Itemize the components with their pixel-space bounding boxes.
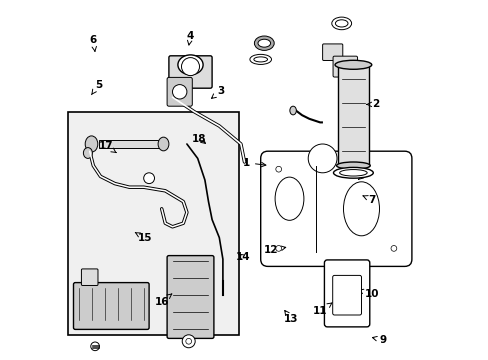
- FancyBboxPatch shape: [167, 256, 213, 338]
- FancyBboxPatch shape: [167, 77, 192, 106]
- Ellipse shape: [275, 177, 303, 220]
- Ellipse shape: [335, 20, 347, 27]
- Text: 15: 15: [135, 233, 152, 243]
- Circle shape: [181, 58, 199, 76]
- FancyBboxPatch shape: [168, 56, 212, 88]
- Ellipse shape: [158, 137, 168, 151]
- Circle shape: [275, 246, 281, 251]
- Ellipse shape: [289, 106, 296, 115]
- FancyBboxPatch shape: [322, 44, 342, 60]
- Ellipse shape: [85, 136, 98, 152]
- Ellipse shape: [254, 36, 274, 50]
- FancyBboxPatch shape: [332, 275, 361, 315]
- Text: 3: 3: [211, 86, 224, 98]
- Bar: [68, 112, 239, 335]
- Ellipse shape: [339, 170, 366, 176]
- Ellipse shape: [331, 17, 351, 30]
- Circle shape: [172, 85, 186, 99]
- Text: 9: 9: [372, 335, 386, 345]
- FancyBboxPatch shape: [81, 269, 98, 285]
- Circle shape: [390, 246, 396, 251]
- Text: 1: 1: [242, 158, 265, 168]
- Bar: [337, 65, 368, 166]
- Text: 17: 17: [99, 141, 116, 153]
- Text: 2: 2: [366, 99, 379, 109]
- Ellipse shape: [258, 39, 270, 47]
- FancyBboxPatch shape: [332, 56, 357, 77]
- Circle shape: [185, 338, 191, 344]
- FancyBboxPatch shape: [260, 151, 411, 266]
- Text: 12: 12: [264, 245, 285, 255]
- Circle shape: [307, 144, 336, 173]
- Ellipse shape: [83, 148, 92, 158]
- Ellipse shape: [178, 55, 203, 75]
- Text: 16: 16: [154, 294, 172, 307]
- Text: 13: 13: [284, 310, 298, 324]
- Text: 4: 4: [186, 31, 194, 45]
- Circle shape: [143, 173, 154, 184]
- Bar: [99, 140, 162, 148]
- Text: 8: 8: [358, 168, 368, 179]
- Ellipse shape: [333, 167, 372, 178]
- Text: 6: 6: [89, 35, 97, 51]
- Text: 18: 18: [192, 134, 206, 144]
- Text: 14: 14: [236, 252, 250, 262]
- Text: 10: 10: [358, 289, 379, 299]
- Text: 7: 7: [362, 195, 375, 205]
- Text: 5: 5: [91, 80, 102, 95]
- Text: 11: 11: [312, 303, 332, 316]
- FancyBboxPatch shape: [324, 260, 369, 327]
- Circle shape: [91, 342, 99, 351]
- Ellipse shape: [336, 162, 369, 169]
- Ellipse shape: [249, 54, 271, 64]
- FancyBboxPatch shape: [73, 283, 149, 329]
- Ellipse shape: [253, 57, 267, 62]
- Ellipse shape: [334, 60, 371, 69]
- Circle shape: [182, 335, 195, 348]
- Circle shape: [275, 166, 281, 172]
- Ellipse shape: [343, 182, 379, 236]
